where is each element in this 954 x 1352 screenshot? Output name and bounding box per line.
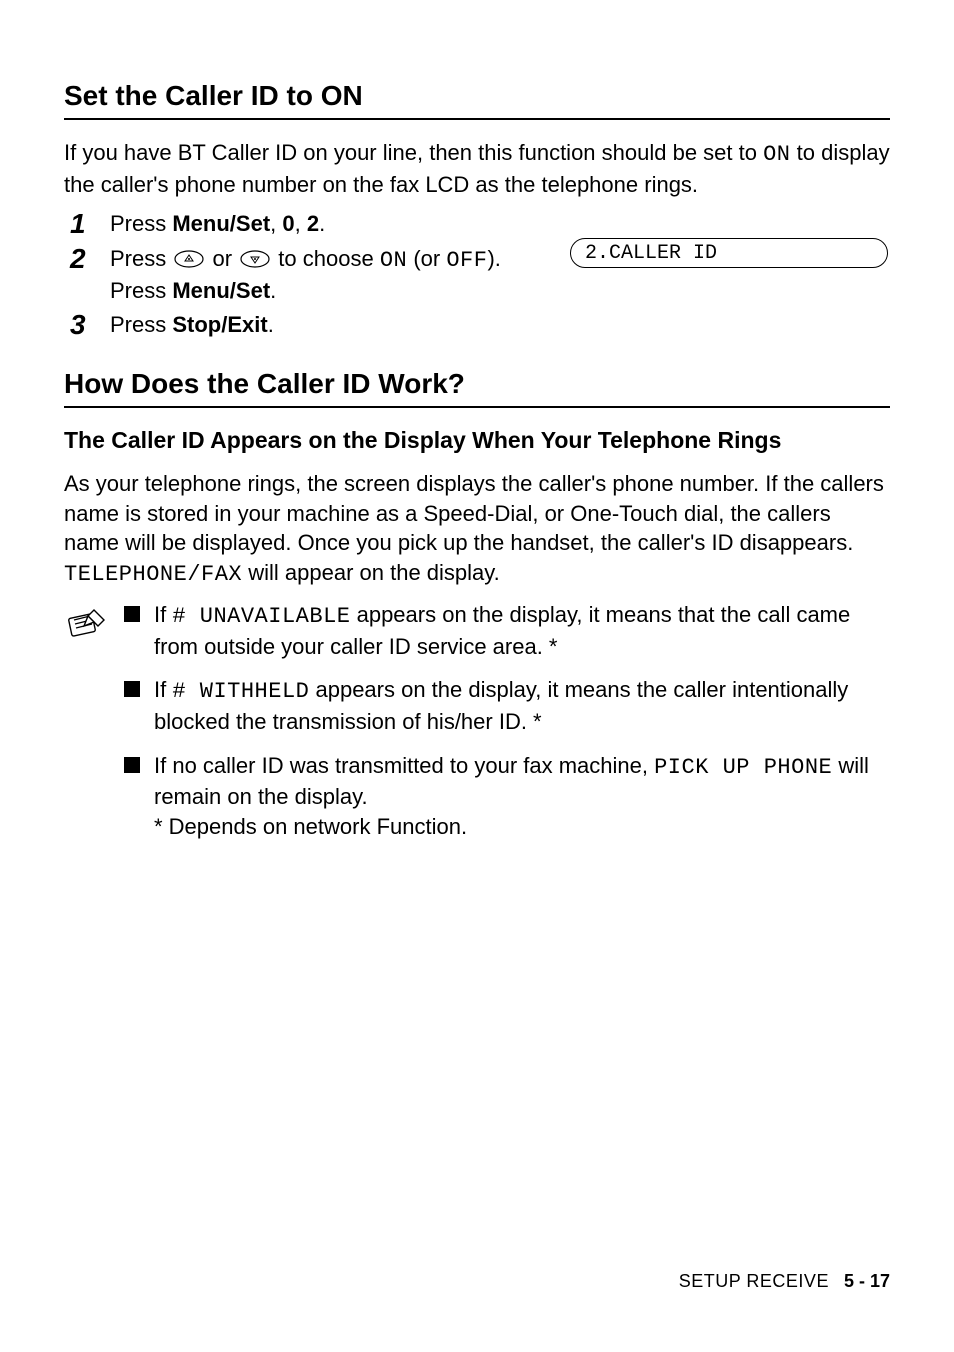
note-text: If # WITHHELD appears on the display, it… <box>154 675 890 736</box>
para-caller-id-explain: As your telephone rings, the screen disp… <box>64 469 890 590</box>
note-text: If no caller ID was transmitted to your … <box>154 751 890 842</box>
footnote: * Depends on network Function. <box>154 812 890 842</box>
key-2: 2 <box>307 211 319 236</box>
note-item: If # UNAVAILABLE appears on the display,… <box>124 600 890 661</box>
n1-pre: If <box>154 602 172 627</box>
footer-page-number: 5 - 17 <box>844 1271 890 1291</box>
end: . <box>319 211 325 236</box>
unavailable-code: # UNAVAILABLE <box>172 604 350 629</box>
para2-body: As your telephone rings, the screen disp… <box>64 471 884 555</box>
square-bullet-icon <box>124 681 140 697</box>
step-number: 2 <box>70 244 110 275</box>
note-text: If # UNAVAILABLE appears on the display,… <box>154 600 890 661</box>
square-bullet-icon <box>124 757 140 773</box>
footer-section: SETUP RECEIVE <box>679 1271 829 1291</box>
step2-posta: to choose <box>278 246 380 271</box>
step3-pre: Press <box>110 312 172 337</box>
page-footer: SETUP RECEIVE 5 - 17 <box>679 1271 890 1292</box>
intro-on-code: ON <box>763 142 790 167</box>
heading-set-caller-id: Set the Caller ID to ON <box>64 80 890 120</box>
sep: , <box>270 211 282 236</box>
para2-tail: will appear on the display. <box>242 560 500 585</box>
stop-exit-key: Stop/Exit <box>172 312 267 337</box>
intro-pre: If you have BT Caller ID on your line, t… <box>64 140 763 165</box>
step-body: Press Menu/Set, 0, 2. <box>110 209 570 239</box>
manual-page: Set the Caller ID to ON If you have BT C… <box>0 0 954 1352</box>
step2-postb: (or <box>407 246 446 271</box>
note-item: If no caller ID was transmitted to your … <box>124 751 890 842</box>
square-bullet-icon <box>124 606 140 622</box>
step-number: 1 <box>70 209 110 240</box>
key-0: 0 <box>282 211 294 236</box>
step2-postc: ). <box>487 246 500 271</box>
withheld-code: # WITHHELD <box>172 679 309 704</box>
telephone-fax-code: TELEPHONE/FAX <box>64 562 242 587</box>
sep: , <box>295 211 307 236</box>
step2-line2-pre: Press <box>110 278 172 303</box>
step-1: 1 Press Menu/Set, 0, 2. <box>70 209 890 240</box>
menu-set-key: Menu/Set <box>172 278 270 303</box>
step-number: 3 <box>70 310 110 341</box>
down-arrow-icon <box>240 246 270 276</box>
step-body: Press Stop/Exit. <box>110 310 890 340</box>
step-list: 1 Press Menu/Set, 0, 2. 2 Press or to ch… <box>70 209 890 340</box>
intro-paragraph: If you have BT Caller ID on your line, t… <box>64 138 890 199</box>
on-code: ON <box>380 248 407 273</box>
end: . <box>270 278 276 303</box>
end: . <box>268 312 274 337</box>
pick-up-phone-code: PICK UP PHONE <box>654 755 832 780</box>
note-items: If # UNAVAILABLE appears on the display,… <box>124 600 890 846</box>
note-icon <box>64 600 124 846</box>
lcd-display: 2.CALLER ID <box>570 238 888 268</box>
n2-pre: If <box>154 677 172 702</box>
step2-mid: or <box>212 246 238 271</box>
heading-how-does-caller-id-work: How Does the Caller ID Work? <box>64 368 890 408</box>
step-3: 3 Press Stop/Exit. <box>70 310 890 341</box>
step-body: Press or to choose ON (or OFF). Press Me… <box>110 244 570 305</box>
subheading-caller-id-display: The Caller ID Appears on the Display Whe… <box>64 426 890 455</box>
n3-pre: If no caller ID was transmitted to your … <box>154 753 654 778</box>
note-block: If # UNAVAILABLE appears on the display,… <box>64 600 890 846</box>
step2-pre: Press <box>110 246 172 271</box>
up-arrow-icon <box>174 246 204 276</box>
step1-pre: Press <box>110 211 172 236</box>
menu-set-key: Menu/Set <box>172 211 270 236</box>
note-item: If # WITHHELD appears on the display, it… <box>124 675 890 736</box>
off-code: OFF <box>446 248 487 273</box>
